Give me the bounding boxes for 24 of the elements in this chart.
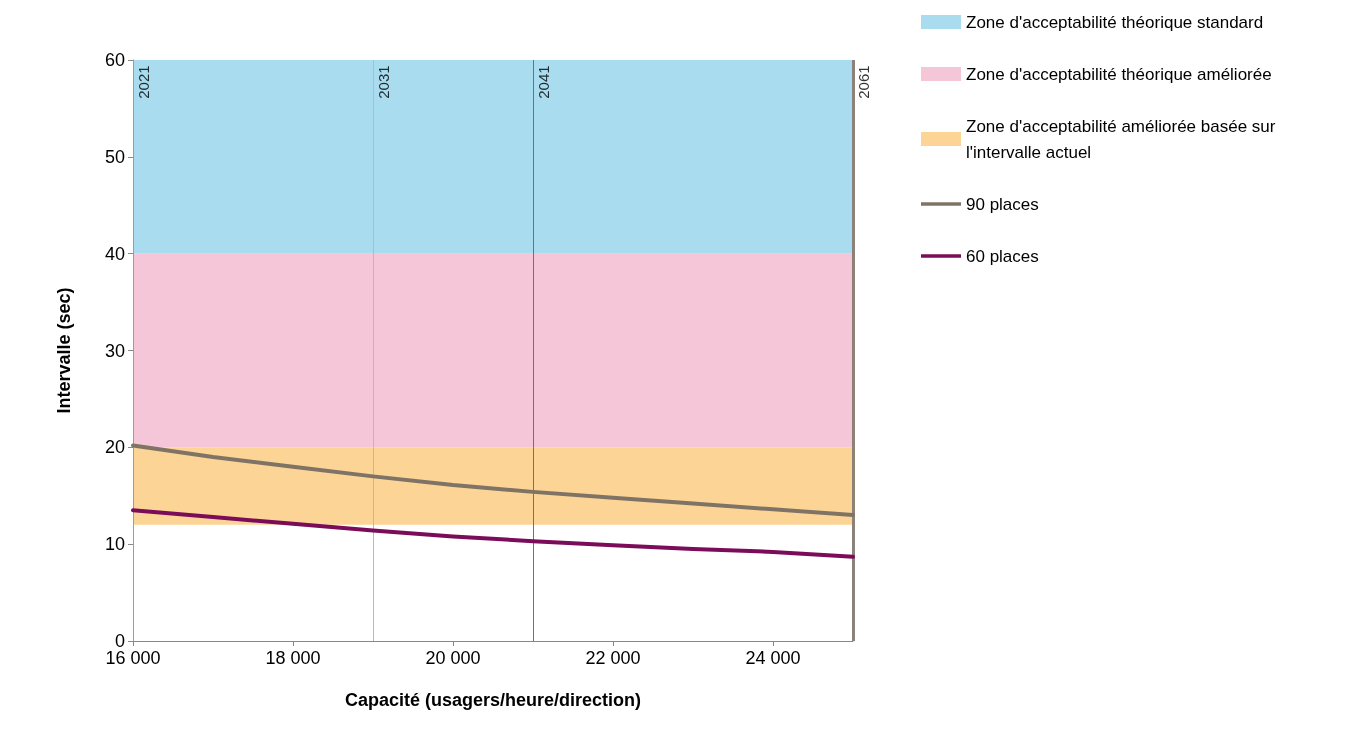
x-tick-label: 24 000 bbox=[745, 648, 801, 668]
annotation: 2061 bbox=[855, 65, 872, 99]
y-tick-label: 40 bbox=[104, 243, 125, 264]
legend-label: 90 places bbox=[966, 194, 1039, 214]
y-tick-label: 0 bbox=[114, 631, 125, 651]
y-tick-label: 30 bbox=[104, 340, 125, 361]
y-axis-title: Intervalle (sec) bbox=[54, 287, 74, 414]
legend-label: Zone d'acceptabilité théorique standard bbox=[966, 12, 1264, 32]
y-tick-label: 60 bbox=[104, 50, 125, 70]
annotation: 2031 bbox=[375, 65, 392, 99]
y-tick-label: 20 bbox=[104, 437, 125, 458]
legend-label: 60 places bbox=[966, 246, 1039, 266]
y-tick-label: 10 bbox=[104, 534, 125, 555]
legend-label: Zone d'acceptabilité améliorée basée sur l'intervalle actuel bbox=[966, 116, 1281, 162]
x-tick-label: 22 000 bbox=[585, 648, 641, 668]
x-tick-label: 20 000 bbox=[425, 648, 481, 668]
annotation: 2021 bbox=[135, 65, 152, 99]
line-series bbox=[131, 508, 855, 559]
legend-label: Zone d'acceptabilité théorique améliorée bbox=[966, 64, 1272, 84]
x-tick-label: 16 000 bbox=[105, 648, 161, 668]
x-axis-title: Capacité (usagers/heure/direction) bbox=[344, 690, 642, 710]
x-tick-label: 18 000 bbox=[265, 648, 321, 668]
y-tick-label: 50 bbox=[104, 146, 125, 167]
annotation: 2041 bbox=[535, 65, 552, 99]
